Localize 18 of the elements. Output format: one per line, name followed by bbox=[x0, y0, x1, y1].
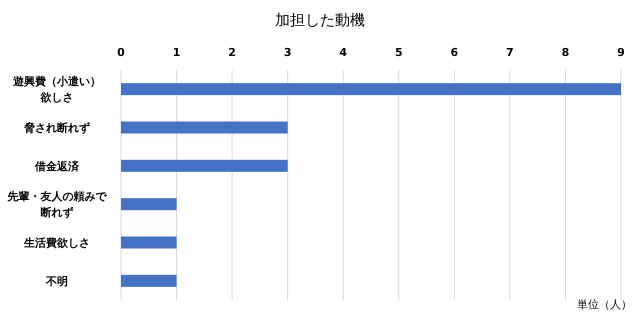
x-tick-label: 0 bbox=[117, 46, 126, 59]
x-tick-label: 7 bbox=[506, 46, 514, 59]
x-tick-label: 2 bbox=[228, 46, 236, 59]
annotation: 単位（人） bbox=[577, 298, 632, 311]
chart-title: 加担した動機 bbox=[275, 11, 365, 29]
y-tick-label: 生活費欲しさ bbox=[23, 236, 90, 250]
x-tick-label: 1 bbox=[172, 46, 180, 59]
x-tick-label: 6 bbox=[450, 46, 459, 59]
x-tick-label: 9 bbox=[617, 46, 625, 59]
y-tick-label: 脅され断れず bbox=[23, 122, 90, 134]
y-tick-label: 不明 bbox=[45, 274, 68, 288]
x-tick-label: 5 bbox=[394, 46, 403, 59]
x-tick-label: 3 bbox=[284, 46, 292, 59]
x-tick-label: 8 bbox=[562, 46, 570, 59]
y-tick-label: 遊興費（小遣い）欲しさ bbox=[13, 75, 101, 104]
y-tick-label: 先輩・友人の頼みで断れず bbox=[6, 190, 108, 220]
x-tick-label: 4 bbox=[339, 46, 348, 59]
y-tick-label: 借金返済 bbox=[34, 160, 80, 173]
